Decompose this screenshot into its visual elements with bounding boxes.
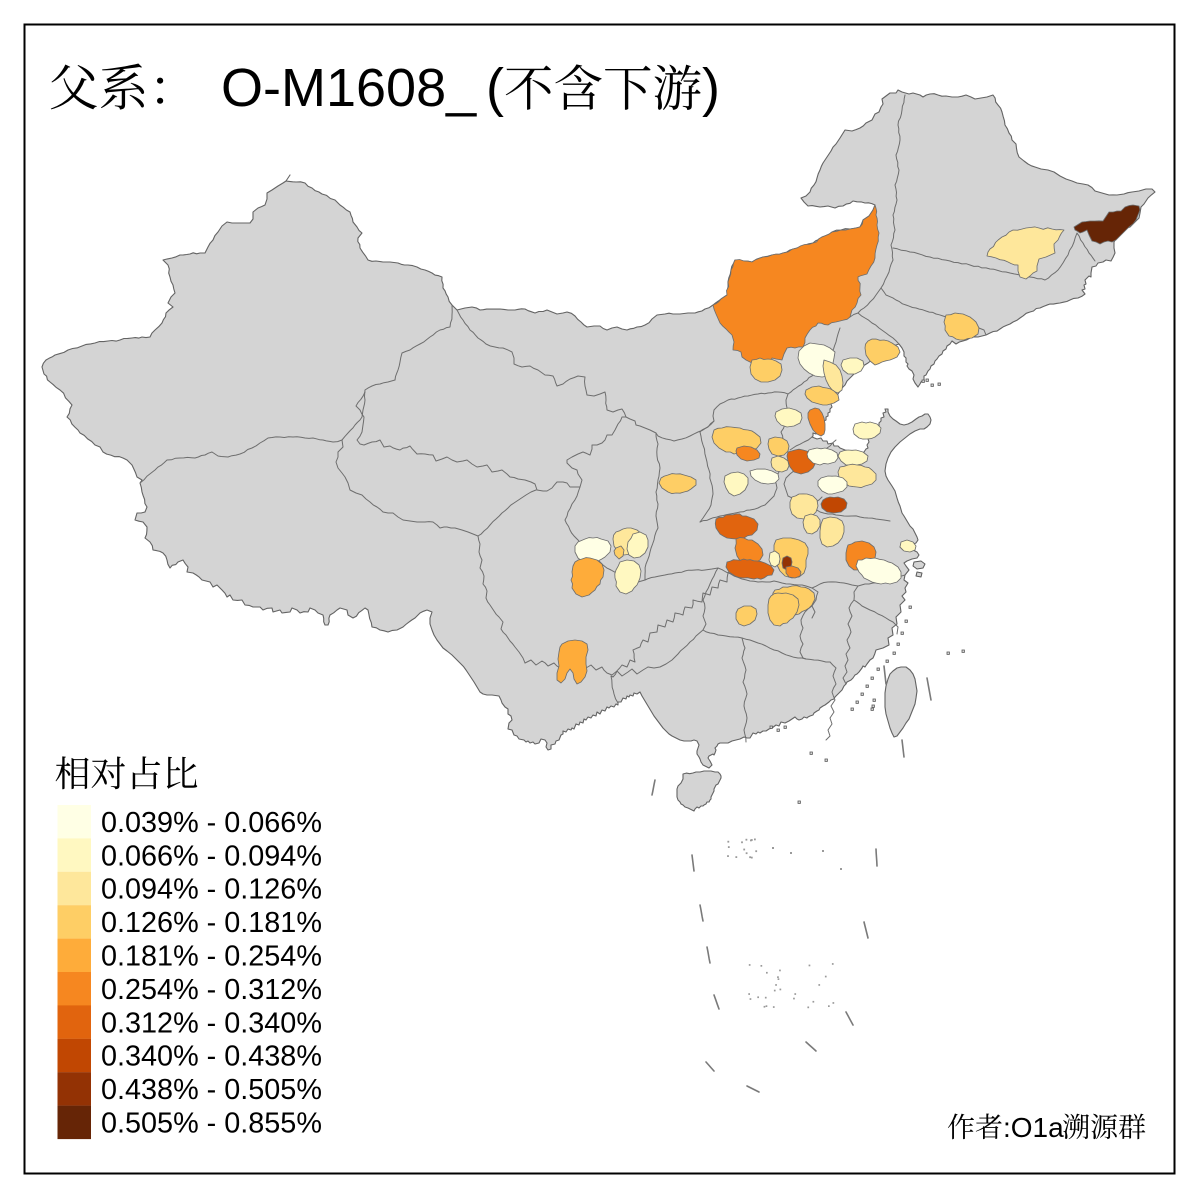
- svg-text:0.438% - 0.505%: 0.438% - 0.505%: [101, 1074, 322, 1106]
- svg-text:(: (: [486, 58, 504, 118]
- svg-text:0.066% - 0.094%: 0.066% - 0.094%: [101, 840, 322, 872]
- svg-text:O-M1608_: O-M1608_: [221, 58, 477, 118]
- svg-text:0.181% - 0.254%: 0.181% - 0.254%: [101, 941, 322, 973]
- svg-text:0.340% - 0.438%: 0.340% - 0.438%: [101, 1041, 322, 1073]
- svg-text:0.254% - 0.312%: 0.254% - 0.312%: [101, 974, 322, 1006]
- svg-text:0.126% - 0.181%: 0.126% - 0.181%: [101, 907, 322, 939]
- svg-text:0.039% - 0.066%: 0.039% - 0.066%: [101, 807, 322, 839]
- svg-text::O1a: :O1a: [1003, 1112, 1064, 1143]
- svg-text:): ): [702, 58, 720, 118]
- svg-text:0.094% - 0.126%: 0.094% - 0.126%: [101, 874, 322, 906]
- svg-text:0.312% - 0.340%: 0.312% - 0.340%: [101, 1007, 322, 1039]
- svg-text:0.505% - 0.855%: 0.505% - 0.855%: [101, 1108, 322, 1140]
